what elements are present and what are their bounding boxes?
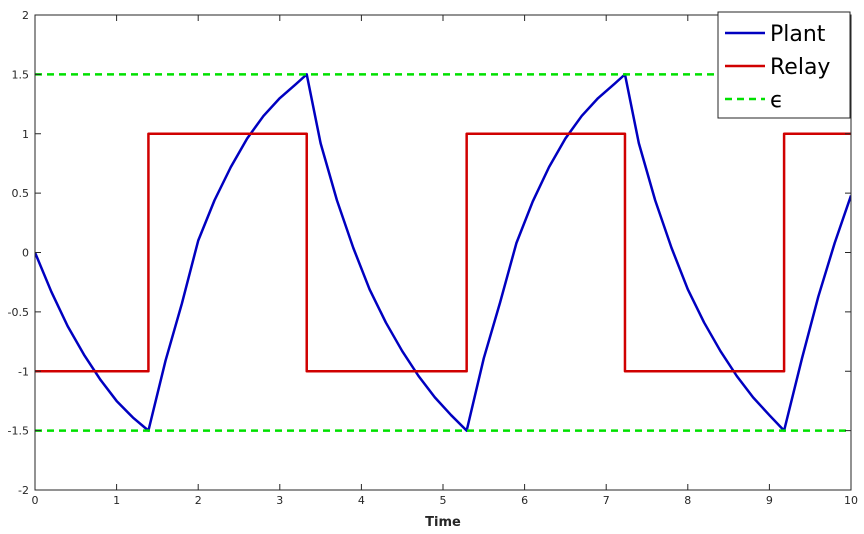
x-tick-label: 10: [844, 494, 858, 507]
y-tick-label: -1.5: [8, 425, 29, 438]
x-tick-label: 6: [521, 494, 528, 507]
x-tick-label: 5: [440, 494, 447, 507]
x-axis-title: Time: [425, 515, 461, 530]
x-tick-label: 0: [32, 494, 39, 507]
x-tick-label: 9: [766, 494, 773, 507]
y-tick-label: 0.5: [12, 187, 30, 200]
axes: [34, 14, 852, 491]
y-tick-label: -0.5: [8, 306, 29, 319]
legend: Plant Relay ϵ: [717, 11, 851, 119]
legend-label: Plant: [770, 22, 826, 47]
y-tick-label: 2: [22, 9, 29, 22]
x-tick-label: 1: [113, 494, 120, 507]
tick-labels: 0 1 2 3 4 5 6 7 8 9 10 2 1.5 1 0.5 0 -0.5 -1 -1.5 -2: [8, 9, 858, 507]
x-tick-label: 7: [603, 494, 610, 507]
y-tick-label: 1: [22, 128, 29, 141]
y-tick-label: 0: [22, 247, 29, 260]
y-tick-label: -2: [18, 484, 29, 497]
series-line-relay: [35, 132, 851, 373]
y-tick-label: -1: [18, 365, 29, 378]
plot-area: [35, 73, 851, 432]
x-tick-label: 8: [684, 494, 691, 507]
y-tick-label: 1.5: [12, 68, 30, 81]
x-tick-label: 4: [358, 494, 365, 507]
legend-label: Relay: [770, 55, 830, 80]
series-line-plant: [35, 73, 851, 432]
legend-label: ϵ: [770, 88, 784, 113]
x-tick-label: 2: [195, 494, 202, 507]
x-tick-label: 3: [276, 494, 283, 507]
